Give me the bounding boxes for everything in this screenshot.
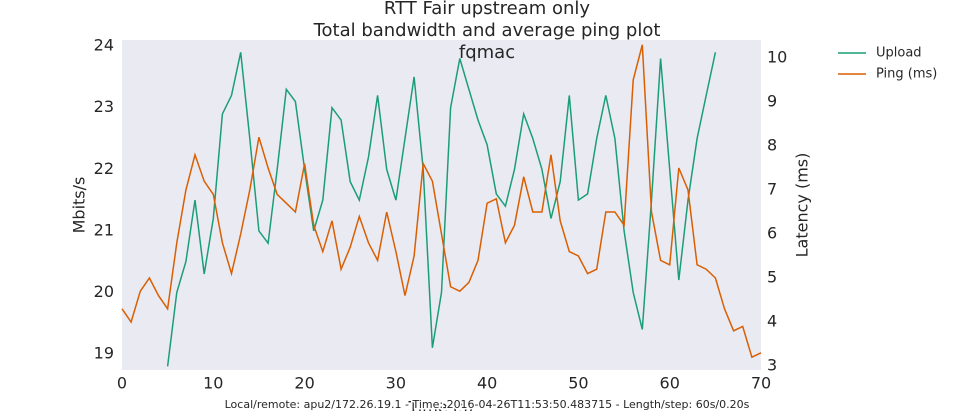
x-tick-label: 70 xyxy=(751,374,771,393)
y2-tick-label: 8 xyxy=(767,136,777,155)
x-axis-label: Time (s) xyxy=(407,398,473,411)
legend-label: Ping (ms) xyxy=(876,67,937,82)
legend-label: Upload xyxy=(876,46,922,61)
x-tick-label: 10 xyxy=(203,374,223,393)
y-tick-label: 21 xyxy=(94,220,114,239)
x-tick-label: 30 xyxy=(386,374,406,393)
y2-tick-label: 4 xyxy=(767,312,777,331)
y2-tick-label: 6 xyxy=(767,224,777,243)
x-tick-label: 40 xyxy=(477,374,497,393)
y-tick-label: 20 xyxy=(94,282,114,301)
chart-subtitle: Total bandwidth and average ping plot xyxy=(313,20,661,41)
y-tick-label: 19 xyxy=(94,343,114,362)
y2-axis-label: Latency (ms) xyxy=(793,153,812,258)
x-tick-label: 60 xyxy=(660,374,680,393)
footnote: Local/remote: apu2/172.26.19.1 - Time: 2… xyxy=(225,398,750,411)
y2-tick-label: 3 xyxy=(767,356,777,375)
y-axis-label: Mbits/s xyxy=(70,177,89,234)
y2-tick-label: 7 xyxy=(767,180,777,199)
y2-tick-label: 10 xyxy=(767,48,787,67)
y2-tick-label: 5 xyxy=(767,268,777,287)
y-tick-label: 23 xyxy=(94,97,114,116)
chart-subtitle: fqmac xyxy=(459,42,515,63)
chart-title: RTT Fair upstream only xyxy=(384,0,591,19)
y2-tick-label: 9 xyxy=(767,92,777,111)
x-tick-label: 0 xyxy=(117,374,127,393)
y-tick-label: 24 xyxy=(94,36,114,55)
y-tick-label: 22 xyxy=(94,159,114,178)
series-line xyxy=(166,52,717,367)
x-tick-label: 50 xyxy=(568,374,588,393)
x-tick-label: 20 xyxy=(294,374,314,393)
plot-area xyxy=(122,40,761,370)
series-line xyxy=(121,44,762,359)
